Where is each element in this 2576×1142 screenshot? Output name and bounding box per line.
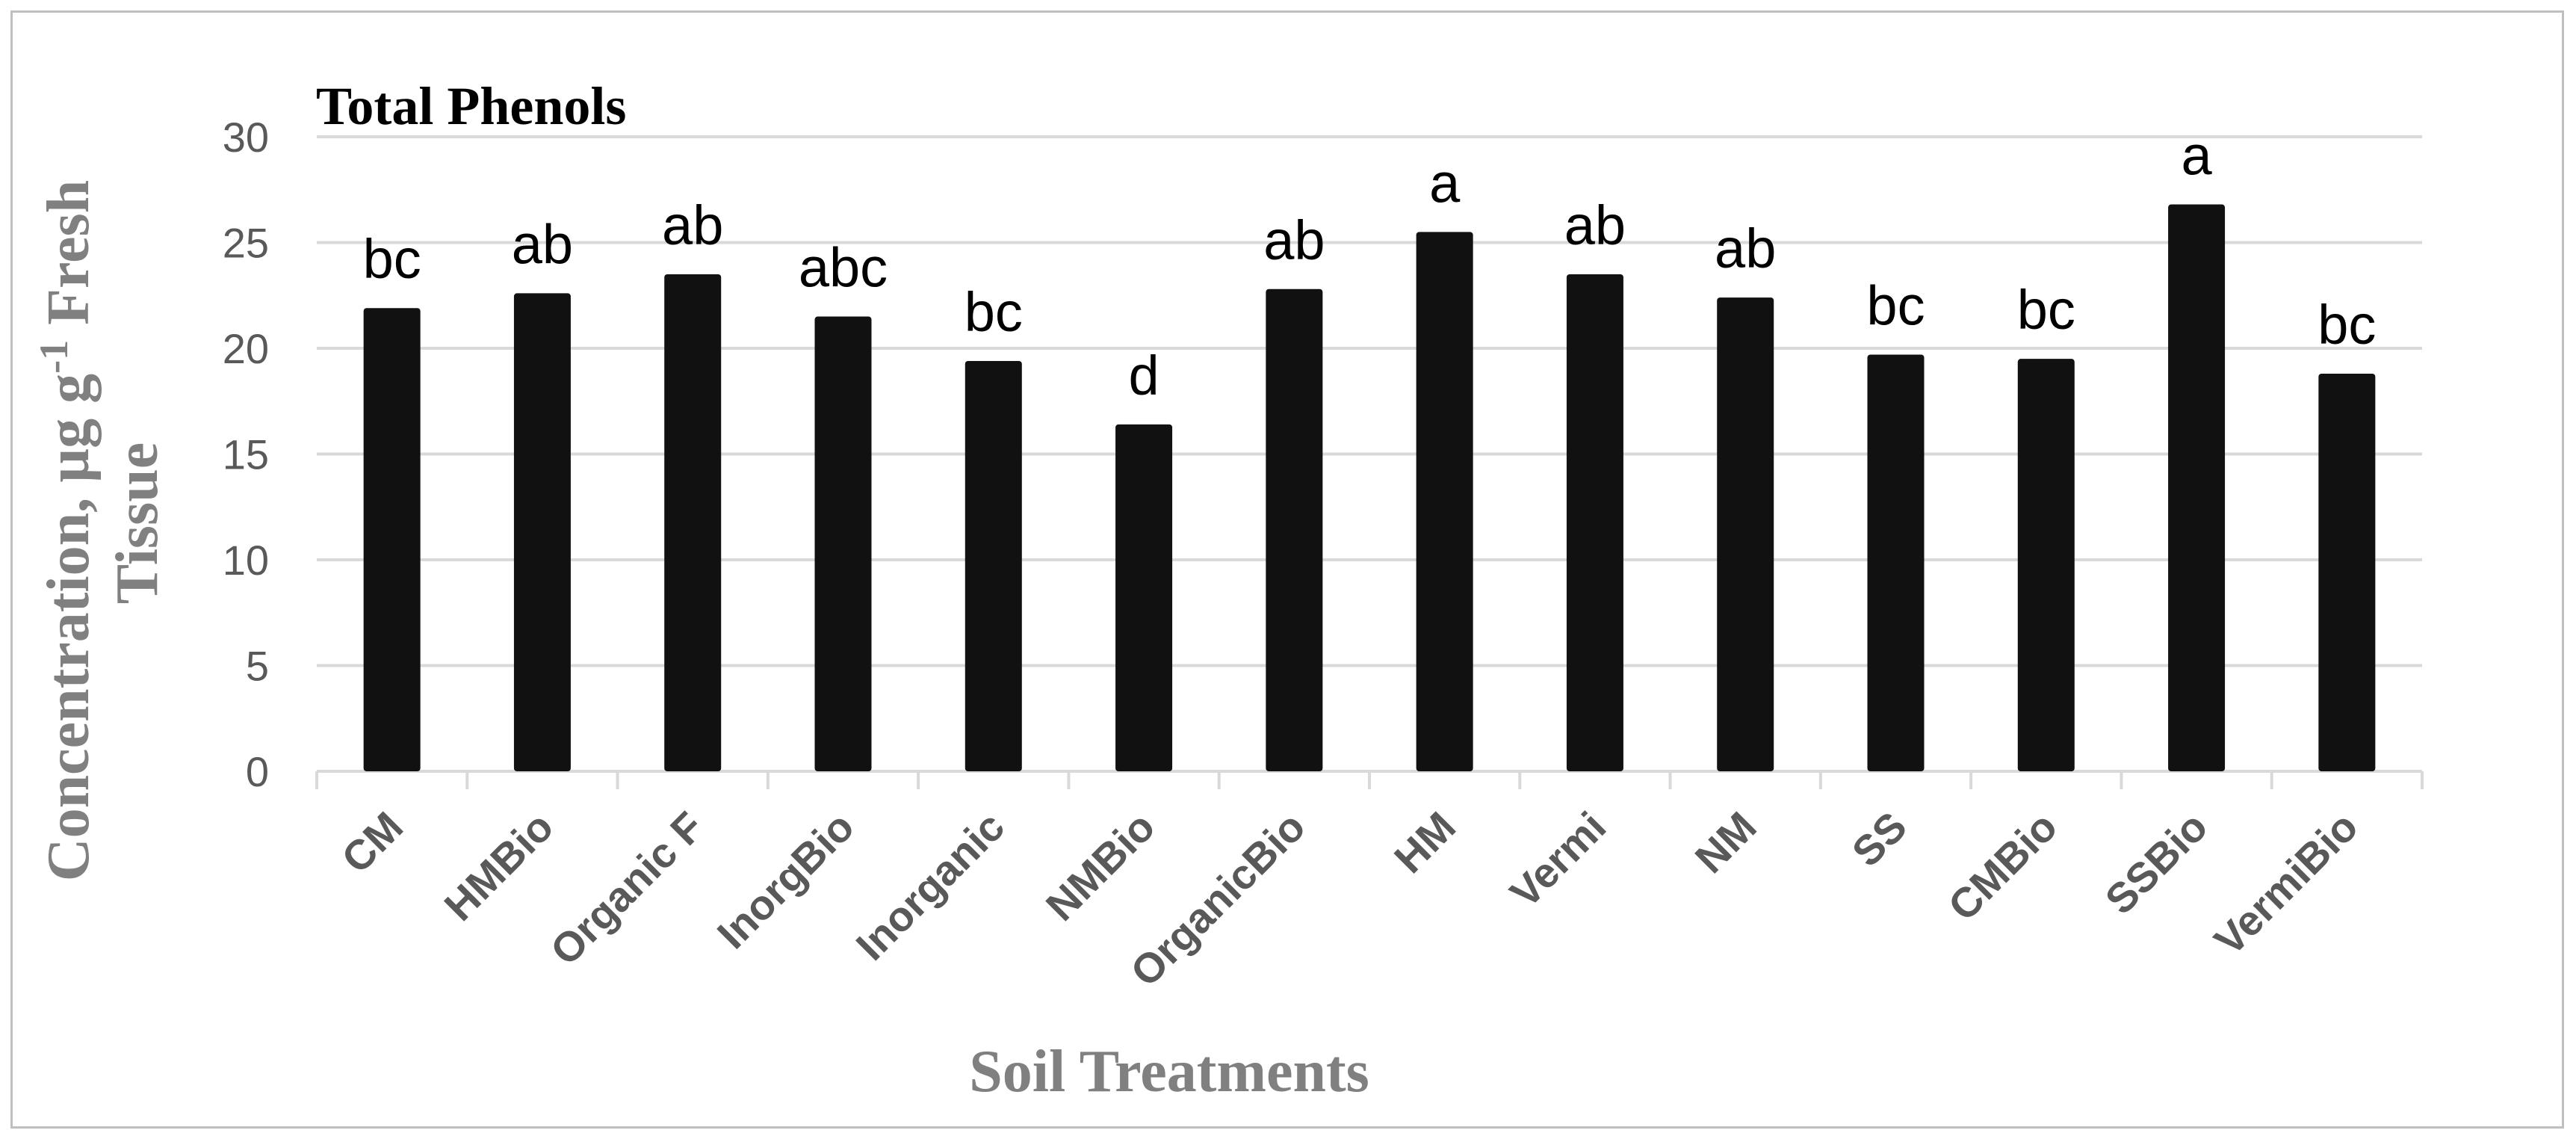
x-category-label: VermiBio — [2205, 803, 2367, 964]
bar-vermi — [1566, 274, 1623, 771]
data-label: bc — [1866, 274, 1925, 336]
data-label: a — [1429, 152, 1461, 214]
x-category-label: Organic F — [541, 803, 712, 974]
x-category-label: NMBio — [1037, 803, 1164, 930]
x-category-label: HM — [1385, 803, 1464, 882]
y-tick-label: 15 — [223, 431, 269, 478]
bar-hm — [1416, 232, 1473, 772]
data-label: d — [1128, 345, 1159, 407]
bar-ssbio — [2168, 204, 2226, 771]
bar-inorgbio — [814, 316, 872, 771]
y-tick-label: 25 — [223, 220, 269, 267]
x-category-label: Vermi — [1501, 803, 1614, 916]
bars — [363, 204, 2376, 772]
data-label: bc — [363, 228, 421, 290]
data-label: ab — [1715, 217, 1776, 280]
x-category-label: SS — [1843, 803, 1916, 875]
data-label: bc — [965, 281, 1023, 343]
y-tick-label: 30 — [223, 114, 269, 161]
bar-cmbio — [2017, 359, 2075, 771]
bar-organicbio — [1266, 288, 1323, 771]
y-axis-title: Concentration, µg g-1 Fresh Tissue — [31, 165, 170, 881]
chart-title: Total Phenols — [316, 76, 626, 136]
data-label: bc — [2017, 279, 2075, 341]
data-label: abc — [799, 237, 888, 299]
y-tick-label: 20 — [223, 325, 269, 372]
bar-vermibio — [2318, 373, 2376, 772]
bar-hmbio — [513, 293, 571, 771]
data-label: a — [2181, 125, 2212, 187]
bar-organic-f — [664, 274, 722, 771]
data-label: bc — [2318, 294, 2376, 356]
data-label: ab — [1564, 194, 1626, 256]
bar-cm — [363, 308, 421, 772]
y-tick-label: 0 — [246, 748, 269, 795]
y-tick-label: 5 — [246, 643, 269, 690]
data-label: ab — [512, 213, 573, 275]
y-axis-title-line-1: Concentration, µg g-1 Fresh — [31, 180, 102, 881]
x-category-label: HMBio — [435, 803, 562, 930]
bar-inorganic — [965, 360, 1022, 772]
x-category-label: NM — [1686, 803, 1765, 882]
y-axis-title-line-2: Tissue — [105, 442, 170, 604]
x-category-label: Inorganic — [847, 803, 1014, 969]
x-category-label: InorgBio — [708, 803, 863, 957]
bar-ss — [1867, 354, 1925, 771]
data-label: ab — [1263, 209, 1325, 271]
y-tick-label: 10 — [223, 537, 269, 584]
x-category-label: CMBio — [1939, 803, 2066, 930]
data-label: ab — [662, 194, 723, 256]
gridlines — [315, 135, 2424, 789]
x-axis-title: Soil Treatments — [969, 1039, 1369, 1105]
x-category-label: SSBio — [2096, 803, 2216, 923]
y-axis-ticks: 0 5 10 15 20 25 30 — [223, 114, 269, 795]
bar-nmbio — [1115, 424, 1173, 771]
x-category-label: CM — [332, 803, 412, 882]
bar-nm — [1717, 297, 1774, 772]
